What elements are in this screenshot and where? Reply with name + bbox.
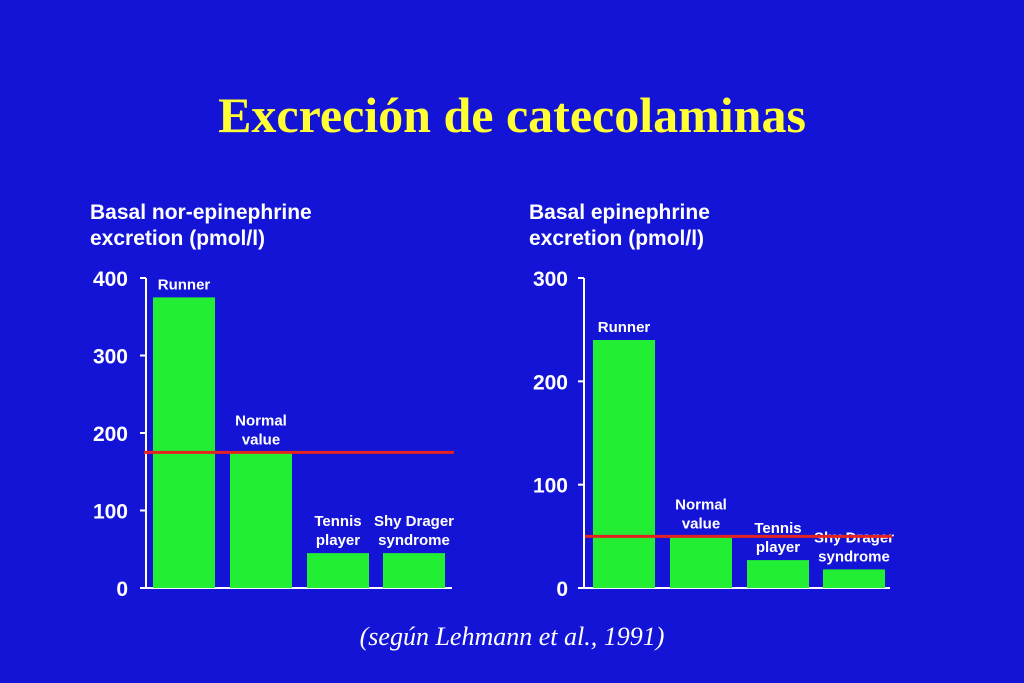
chart-2-bar-label-4-line-2: syndrome [818,548,890,565]
chart-1-bar-label-4-line-2: syndrome [378,532,450,549]
chart-1-title-line-1: Basal nor-epinephrine [90,201,312,224]
chart-2-bar-label-2-line-1: Normal [675,496,727,513]
chart-1-bar-4 [383,553,445,588]
chart-1-bar-2 [230,452,292,588]
chart-1-bar-1 [153,297,215,588]
page-title: Excreción de catecolaminas [218,87,806,143]
chart-2-bar-label-3-line-2: player [756,539,800,556]
chart-1-bar-label-1-line-1: Runner [158,276,211,293]
chart-1-title-line-2: excretion (pmol/l) [90,227,266,250]
chart-1-ytick-label-100: 100 [93,501,128,524]
chart-1-ytick-label-0: 0 [116,578,128,601]
chart-1-bar-label-3-line-2: player [316,532,360,549]
chart-1-ytick-label-300: 300 [93,346,128,369]
chart-1-bar-label-3-line-1: Tennis [314,513,361,530]
chart-1-ytick-label-400: 400 [93,268,128,291]
chart-2-ytick-label-100: 100 [533,475,568,498]
chart-2-bar-label-2-line-2: value [682,515,720,532]
chart-2-title-line-2: excretion (pmol/l) [529,227,705,250]
chart-2-bar-4 [823,569,885,588]
chart-2-ytick-label-300: 300 [533,268,568,291]
chart-2-ytick-label-0: 0 [556,578,568,601]
chart-2-ytick-label-200: 200 [533,371,568,394]
chart-1-title: Basal nor-epinephrine excretion (pmol/l) [90,200,312,252]
source-citation: (según Lehmann et al., 1991) [359,622,665,651]
chart-2-bar-label-3-line-1: Tennis [754,520,801,537]
chart-2-bar-2 [670,536,732,588]
chart-2-bar-3 [747,560,809,588]
chart-2-title-line-1: Basal epinephrine [529,201,710,224]
chart-1-bar-label-2-line-2: value [242,431,280,448]
chart-2-bar-label-1-line-1: Runner [598,319,651,336]
chart-2-bar-label-4-line-1: Shy Drager [814,529,894,546]
chart-2-title: Basal epinephrine excretion (pmol/l) [529,200,710,252]
chart-2-bar-1 [593,340,655,588]
chart-1-ytick-label-200: 200 [93,423,128,446]
chart-1-bar-3 [307,553,369,588]
chart-1-bar-label-2-line-1: Normal [235,412,287,429]
chart-1-bar-label-4-line-1: Shy Drager [374,513,454,530]
